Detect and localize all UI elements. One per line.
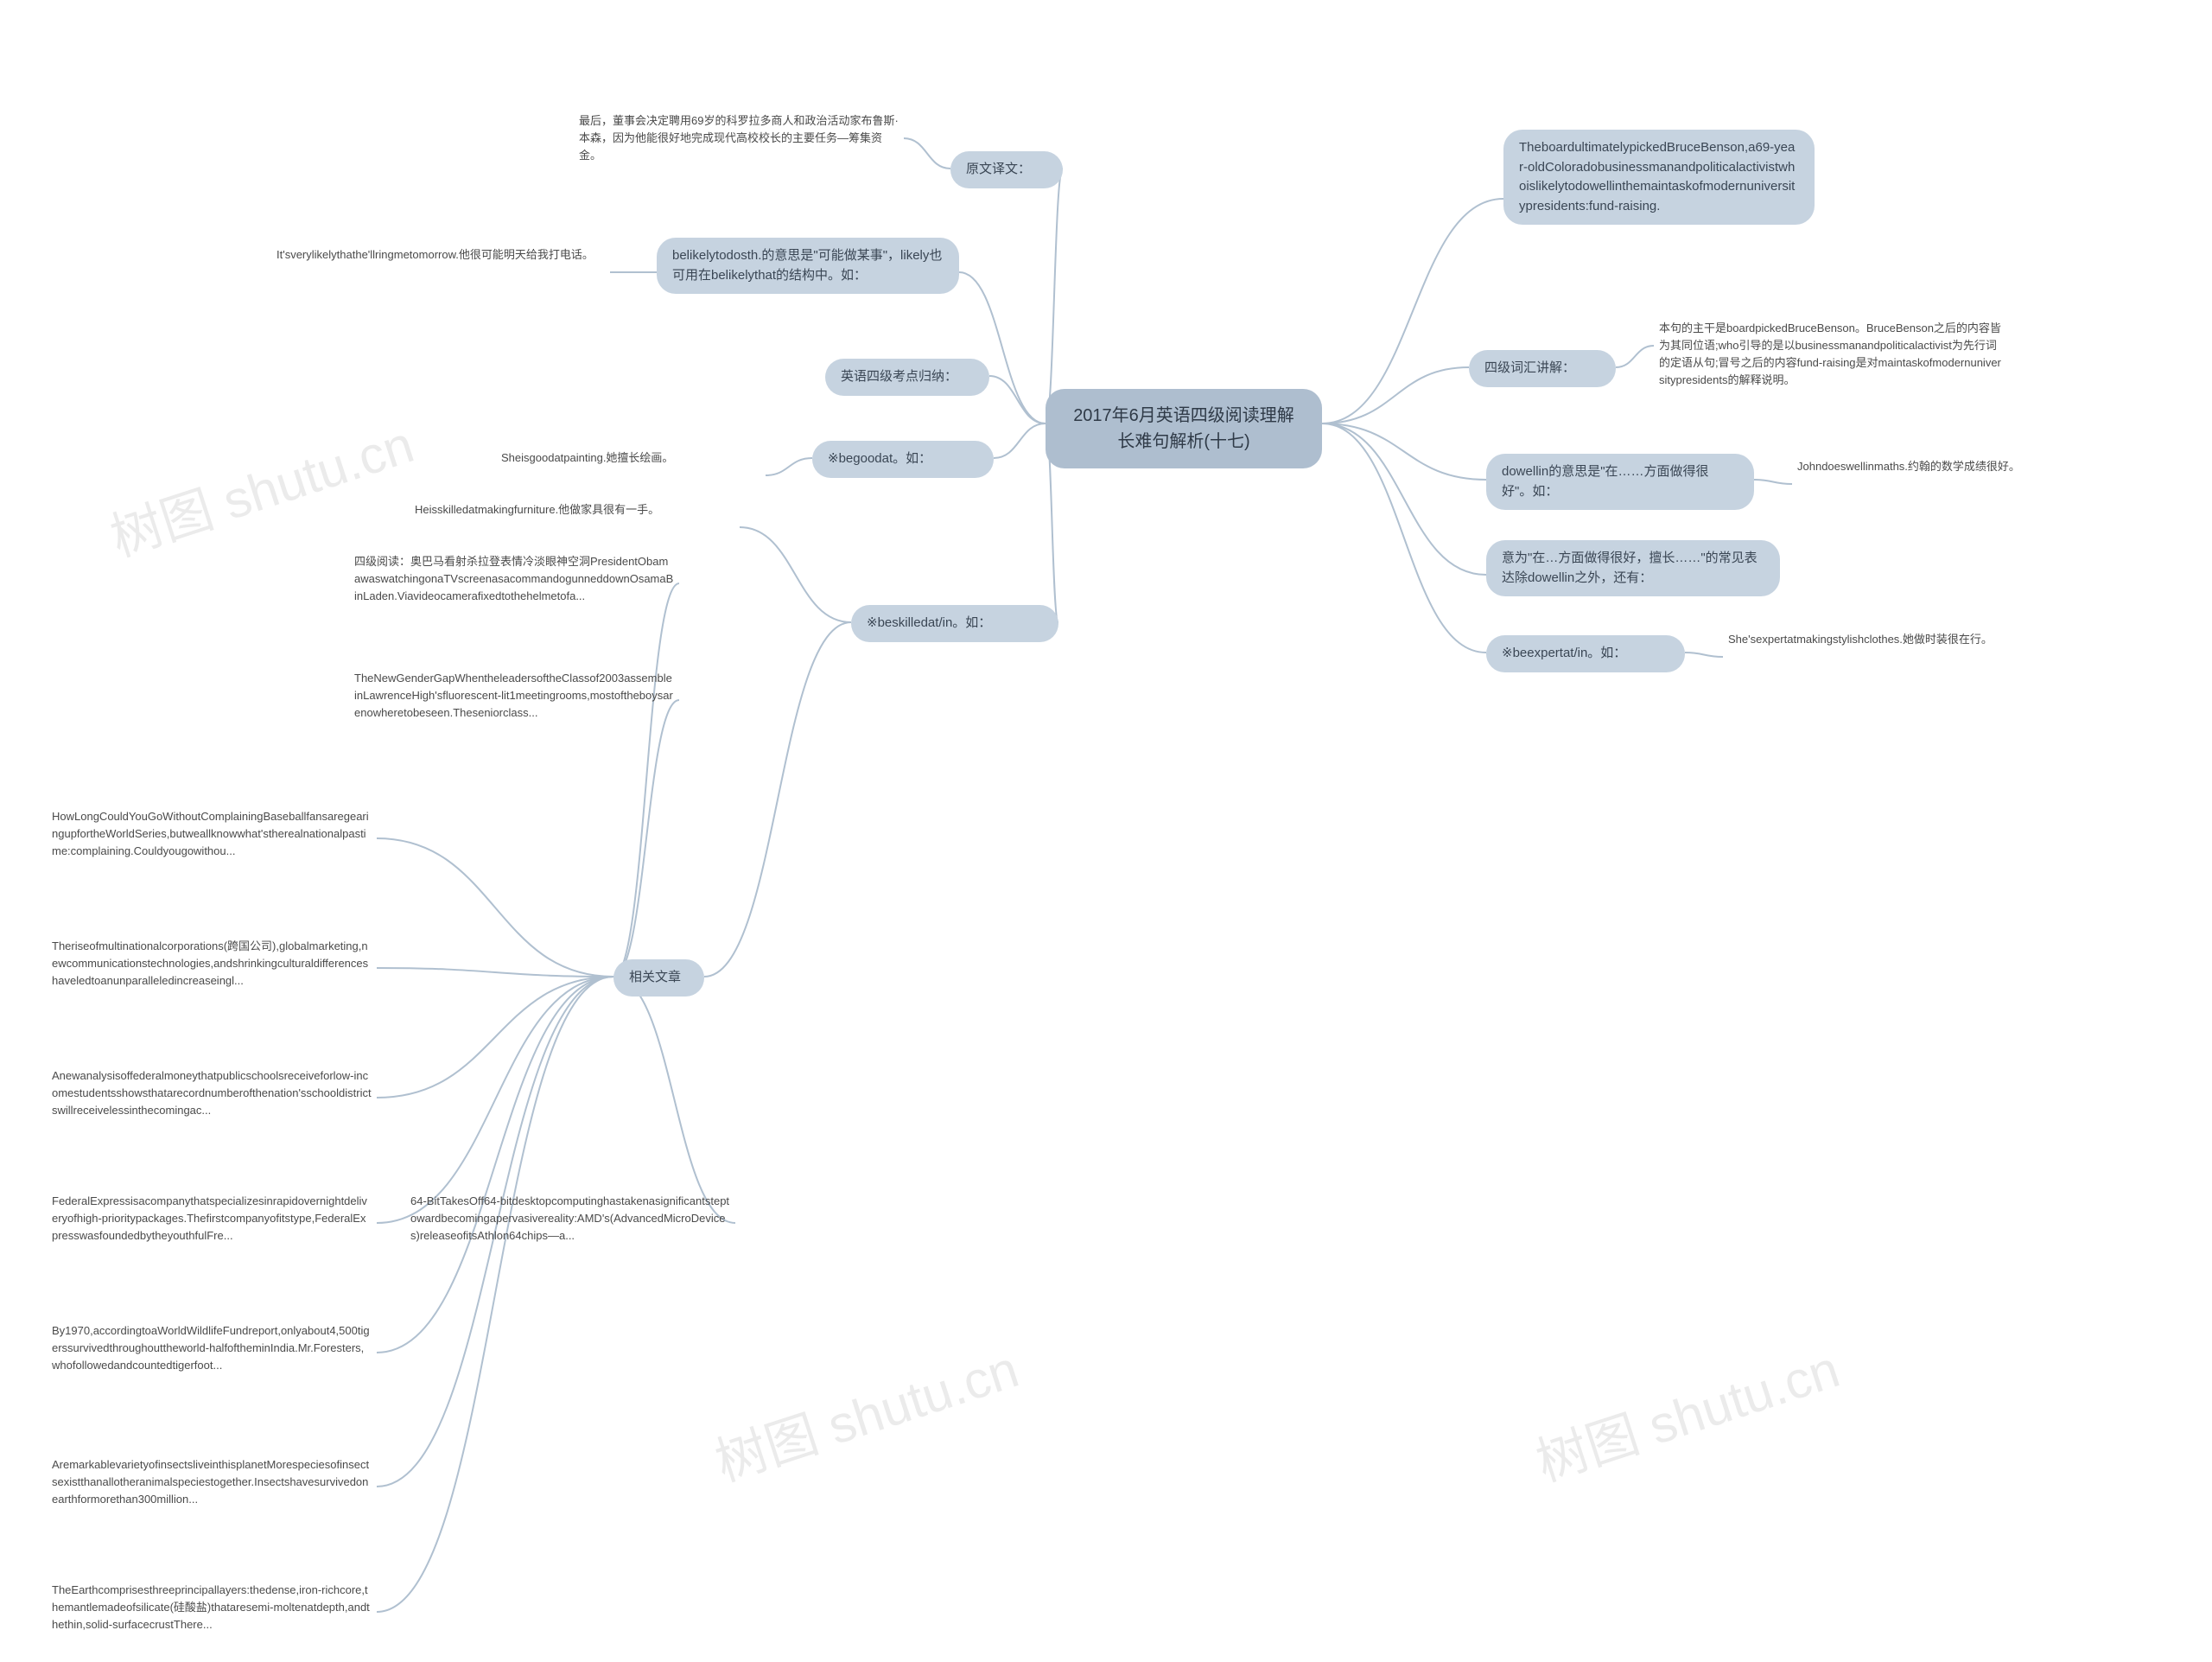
leaf-n_beexpert: She'sexpertatmakingstylishclothes.她做时装很在…: [1728, 631, 2056, 648]
related-leaf-0: 四级阅读：奥巴马看射杀拉登表情冷淡眼神空洞PresidentObamawaswa…: [354, 553, 674, 605]
leaf-n_dowellin: Johndoeswellinmaths.约翰的数学成绩很好。: [1797, 458, 2117, 475]
leaf-n_belikely: It'sverylikelythathe'llringmetomorrow.他很…: [276, 246, 605, 264]
node-n_beexpert: ※beexpertat/in。如：: [1486, 635, 1685, 672]
related-leaf-7: Aremarkablevarietyofinsectsliveinthispla…: [52, 1456, 372, 1508]
node-n_sentence: TheboardultimatelypickedBruceBenson,a69-…: [1503, 130, 1815, 225]
node-n_beskilled: ※beskilledat/in。如：: [851, 605, 1058, 642]
related-leaf-5: FederalExpressisacompanythatspecializesi…: [52, 1193, 372, 1245]
center-node: 2017年6月英语四级阅读理解长难句解析(十七): [1046, 389, 1322, 468]
related-leaf-2: HowLongCouldYouGoWithoutComplainingBaseb…: [52, 808, 372, 860]
node-n_belikely: belikelytodosth.的意思是"可能做某事"，likely也可用在be…: [657, 238, 959, 294]
leaf-n_cihui: 本句的主干是boardpickedBruceBenson。BruceBenson…: [1659, 320, 2005, 390]
watermark-0: 树图 shutu.cn: [99, 403, 422, 571]
node-n_begoodat: ※begoodat。如：: [812, 441, 994, 478]
node-n_kaodian: 英语四级考点归纳：: [825, 359, 989, 396]
leaf-n_beskilled: Heisskilledatmakingfurniture.他做家具很有一手。: [415, 501, 734, 519]
node-n_yiwei: 意为"在…方面做得很好，擅长……"的常见表达除dowellin之外，还有：: [1486, 540, 1780, 596]
related-leaf-6: By1970,accordingtoaWorldWildlifeFundrepo…: [52, 1322, 372, 1374]
watermark-1: 树图 shutu.cn: [704, 1328, 1027, 1496]
related-leaf-8: TheEarthcomprisesthreeprincipallayers:th…: [52, 1582, 372, 1633]
node-n_cihui: 四级词汇讲解：: [1469, 350, 1616, 387]
node-n_related: 相关文章: [613, 959, 704, 997]
leaf-n_yuanwen: 最后，董事会决定聘用69岁的科罗拉多商人和政治活动家布鲁斯·本森，因为他能很好地…: [579, 112, 899, 164]
leaf-n_begoodat: Sheisgoodatpainting.她擅长绘画。: [501, 449, 760, 467]
center-text: 2017年6月英语四级阅读理解长难句解析(十七): [1073, 406, 1294, 451]
watermark-2: 树图 shutu.cn: [1525, 1328, 1847, 1496]
node-n_dowellin: dowellin的意思是"在……方面做得很好"。如：: [1486, 454, 1754, 510]
related-leaf-4: Anewanalysisoffederalmoneythatpublicscho…: [52, 1067, 372, 1119]
node-n_yuanwen: 原文译文：: [950, 151, 1063, 188]
related-leaf-3: Theriseofmultinationalcorporations(跨国公司)…: [52, 938, 372, 990]
related-leaf-1: TheNewGenderGapWhentheleadersoftheClasso…: [354, 670, 674, 722]
related-leaf-9: 64-BitTakesOff64-bitdesktopcomputinghast…: [410, 1193, 730, 1245]
